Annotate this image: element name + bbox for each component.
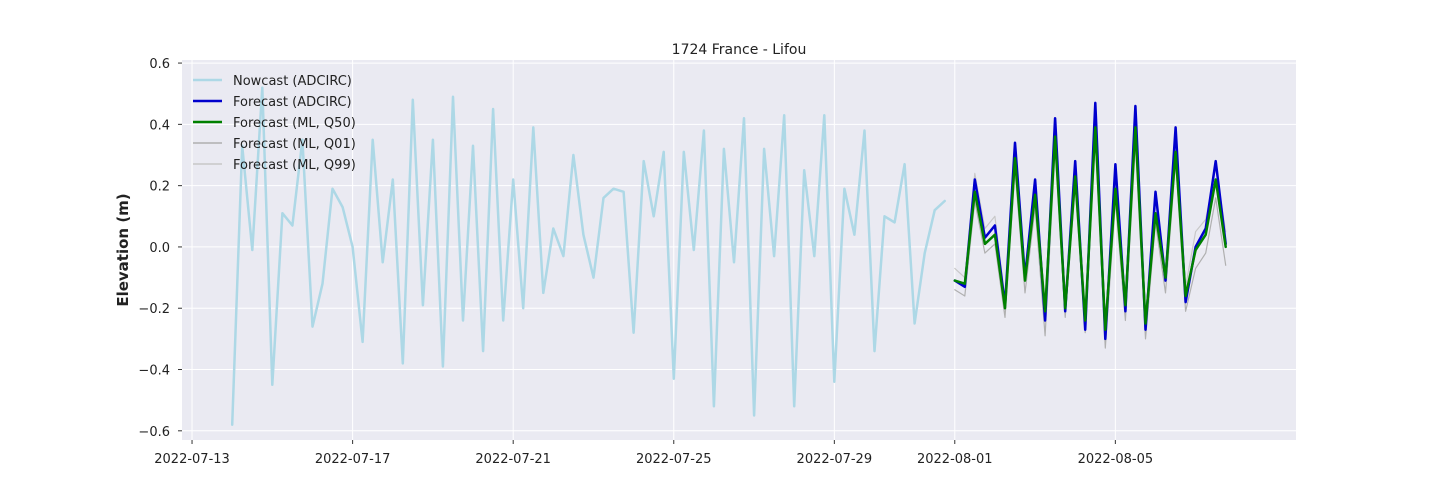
series-line-forecast-ml-q50: [953, 126, 1227, 331]
y-tick-label: 0.6: [149, 57, 170, 72]
legend-label-forecast-ml-q01: Forecast (ML, Q01): [233, 137, 356, 152]
legend-label-nowcast-adcirc: Nowcast (ADCIRC): [233, 74, 352, 89]
y-tick-label: 0.2: [149, 180, 170, 195]
x-tick-label: 2022-07-17: [315, 452, 391, 467]
x-tick-label: 2022-08-01: [917, 452, 993, 467]
x-tick-label: 2022-07-13: [154, 452, 230, 467]
series-line-nowcast-adcirc: [230, 86, 946, 426]
y-tick-label: 0.0: [149, 241, 170, 256]
x-tick-label: 2022-08-05: [1078, 452, 1154, 467]
y-tick-label: −0.2: [138, 302, 170, 317]
x-tick-label: 2022-07-29: [797, 452, 873, 467]
y-tick-label: 0.4: [149, 118, 170, 133]
x-tick-label: 2022-07-21: [475, 452, 551, 467]
y-axis-label: Elevation (m): [114, 193, 132, 306]
y-tick-label: −0.4: [138, 364, 170, 379]
x-tick-label: 2022-07-25: [636, 452, 712, 467]
legend-label-forecast-adcirc: Forecast (ADCIRC): [233, 95, 352, 110]
x-tick-labels: 2022-07-13 2022-07-17 2022-07-21 2022-07-25…: [154, 440, 1153, 467]
y-tick-label: −0.6: [138, 425, 170, 440]
legend: Nowcast (ADCIRC) Forecast (ADCIRC) Forecas…: [193, 74, 356, 173]
y-tick-labels: 0.6 0.4 0.2 0.0 −0.2 −0.4 −0.6: [138, 57, 182, 440]
legend-label-forecast-ml-q99: Forecast (ML, Q99): [233, 158, 356, 173]
legend-label-forecast-ml-q50: Forecast (ML, Q50): [233, 116, 356, 131]
chart-title: 1724 France - Lifou: [672, 42, 807, 58]
series-lines: [230, 86, 1227, 426]
